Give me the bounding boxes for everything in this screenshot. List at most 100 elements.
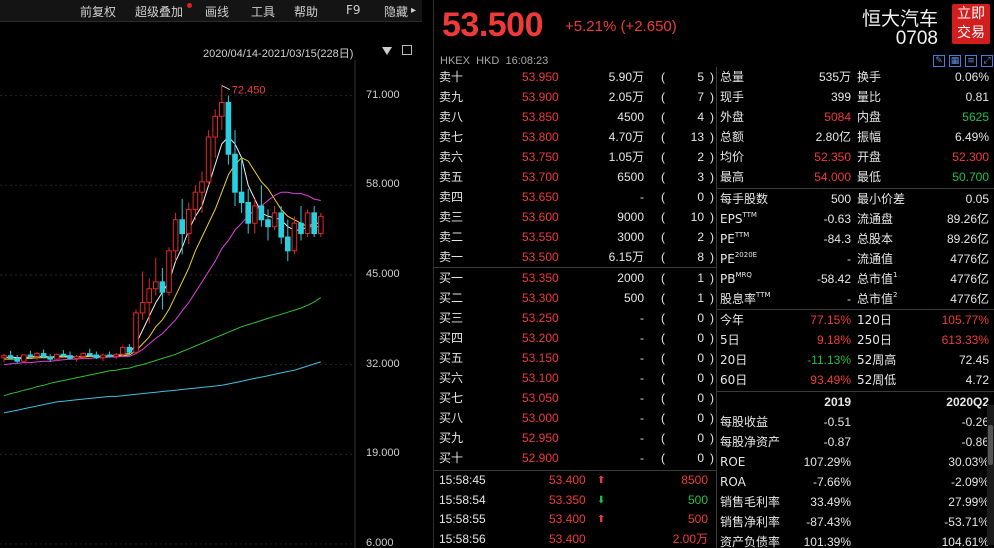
candle-body xyxy=(47,356,54,360)
paren-close: ) xyxy=(710,351,714,365)
orderbook-price: 53.850 xyxy=(522,110,559,124)
chart-panel[interactable]: 前复权 超级叠加 画线 工具 帮助 F9 隐藏 ▸ 2020/04/14-202… xyxy=(0,0,422,548)
orderbook-level: 卖二 xyxy=(439,230,464,244)
toolbar-hide-button[interactable]: 隐藏 xyxy=(384,5,409,19)
orderbook-price: 53.050 xyxy=(522,391,559,405)
paren-close: ) xyxy=(710,391,714,405)
toolbar-help-button[interactable]: 帮助 xyxy=(294,5,319,19)
stat-label: 60日 xyxy=(720,373,748,388)
orderbook-volume: 5.90万 xyxy=(608,70,644,84)
orderbook-volume: - xyxy=(640,451,644,465)
orderbook-row[interactable]: 卖十 53.950 5.90万 (5) xyxy=(434,67,716,87)
orderbook-count: 10 xyxy=(690,210,704,224)
candle-body xyxy=(80,353,87,357)
stat-value: 52.300 xyxy=(952,150,989,165)
orderbook-row[interactable]: 卖七 53.800 4.70万 (13) xyxy=(434,127,716,147)
stat-label: 总额 xyxy=(720,130,745,145)
stat-label: PE2020E xyxy=(720,250,758,266)
stats-row: PETTM -84.3 总股本 89.26亿 xyxy=(717,229,994,249)
orderbook-row[interactable]: 卖六 53.750 1.05万 (2) xyxy=(434,147,716,167)
orderbook-row[interactable]: 买七 53.050 - (0) xyxy=(434,388,716,408)
orderbook-row[interactable]: 买五 53.150 - (0) xyxy=(434,348,716,368)
orderbook-row[interactable]: 买一 53.350 2000 (1) xyxy=(434,268,716,288)
toolbar-adjust-button[interactable]: 前复权 xyxy=(80,5,117,19)
candle-body xyxy=(304,212,311,235)
orderbook-volume: - xyxy=(640,431,644,445)
stat-value: 2.80亿 xyxy=(815,130,851,145)
stat-value: 104.61% xyxy=(941,535,989,548)
orderbook-row[interactable]: 买十 52.900 - (0) xyxy=(434,448,716,468)
orderbook-row[interactable]: 卖一 53.500 6.15万 (8) xyxy=(434,247,716,267)
stat-label: 均价 xyxy=(720,150,745,165)
orderbook-row[interactable]: 卖二 53.550 3000 (2) xyxy=(434,227,716,247)
orderbook-row[interactable]: 卖四 53.650 - (0) xyxy=(434,187,716,207)
paren-open: ( xyxy=(661,451,665,465)
tick-row: 15:58:55 53.400 ⬆ 500 xyxy=(434,510,716,530)
candle-body xyxy=(60,353,67,357)
stats-row: 最高 54.000 最低 50.700 xyxy=(717,167,994,187)
period-settings-icon[interactable] xyxy=(402,45,412,55)
orderbook-row[interactable]: 卖八 53.850 4500 (4) xyxy=(434,107,716,127)
paren-close: ) xyxy=(710,311,714,325)
candle-body xyxy=(67,355,73,359)
orderbook-row[interactable]: 买九 52.950 - (0) xyxy=(434,428,716,448)
stat-label-sup: 2 xyxy=(893,291,898,300)
orderbook-level: 卖一 xyxy=(439,250,464,264)
stats-row: 股息率TTM - 总市值2 4776亿 xyxy=(717,289,994,309)
orderbook-price: 53.350 xyxy=(522,271,559,285)
candle-body xyxy=(318,215,324,235)
hide-arrow-icon[interactable]: ▸ xyxy=(411,5,417,16)
stats-row: 外盘 5084 内盘 5625 xyxy=(717,107,994,127)
orderbook-level: 买三 xyxy=(439,311,464,325)
candle-body xyxy=(7,355,14,359)
toolbar-f9-button[interactable]: F9 xyxy=(346,3,361,17)
stat-label: 资产负债率 xyxy=(720,535,781,548)
candlestick-chart[interactable]: 72.450 xyxy=(0,60,422,548)
paren-open: ( xyxy=(661,190,665,204)
orderbook-row[interactable]: 卖五 53.700 6500 (3) xyxy=(434,167,716,187)
stat-value: -53.71% xyxy=(944,515,989,530)
orderbook-row[interactable]: 买三 53.250 - (0) xyxy=(434,308,716,328)
orderbook-row[interactable]: 卖三 53.600 9000 (10) xyxy=(434,207,716,227)
orderbook-volume: 2000 xyxy=(617,271,644,285)
orderbook-level: 买二 xyxy=(439,291,464,305)
stat-value: 27.99% xyxy=(948,494,989,509)
orderbook-level: 卖五 xyxy=(439,170,464,184)
edit-icon[interactable]: ✎ xyxy=(933,55,945,67)
scrollbar-thumb[interactable] xyxy=(988,425,993,465)
paren-open: ( xyxy=(661,250,665,264)
orderbook-row[interactable]: 买二 53.300 500 (1) xyxy=(434,288,716,308)
stat-label-sup: 1 xyxy=(893,270,898,279)
toolbar-overlay-button[interactable]: 超级叠加 xyxy=(135,5,184,19)
period-dropdown-icon[interactable] xyxy=(382,47,392,55)
candle-body xyxy=(311,212,317,235)
stat-label: 总股本 xyxy=(857,231,894,246)
candle-body xyxy=(192,191,199,210)
trade-button-label-1: 立即 xyxy=(957,6,985,22)
orderbook-row[interactable]: 买六 53.100 - (0) xyxy=(434,368,716,388)
trade-button[interactable]: 立即 交易 xyxy=(952,4,990,44)
ma-line-ma5 xyxy=(3,136,321,359)
candle-body xyxy=(27,354,34,357)
orderbook-level: 卖七 xyxy=(439,130,464,144)
expand-icon[interactable]: ⤢ xyxy=(981,55,993,67)
orderbook-row[interactable]: 买四 53.200 - (0) xyxy=(434,328,716,348)
orderbook-count: 0 xyxy=(697,371,704,385)
toolbar-tools-button[interactable]: 工具 xyxy=(251,5,276,19)
candle-body xyxy=(120,346,126,355)
scrollbar[interactable] xyxy=(987,405,994,545)
tick-price: 53.350 xyxy=(549,492,586,507)
orderbook-level: 买九 xyxy=(439,431,464,445)
tick-time: 15:58:45 xyxy=(439,473,486,487)
stat-value: 399 xyxy=(830,90,851,105)
list-icon[interactable]: ≡ xyxy=(965,55,977,67)
orderbook-row[interactable]: 买八 53.000 - (0) xyxy=(434,408,716,428)
toolbar-draw-button[interactable]: 画线 xyxy=(205,5,230,19)
orderbook-row[interactable]: 卖九 53.900 2.05万 (7) xyxy=(434,87,716,107)
stat-label: 52周低 xyxy=(857,373,897,388)
candle-body xyxy=(212,115,218,138)
stat-value: -0.87 xyxy=(823,434,851,449)
grid-icon[interactable]: ▦ xyxy=(949,55,961,67)
price-change: +5.21% (+2.650) xyxy=(565,18,677,35)
stat-value: - xyxy=(847,251,851,266)
